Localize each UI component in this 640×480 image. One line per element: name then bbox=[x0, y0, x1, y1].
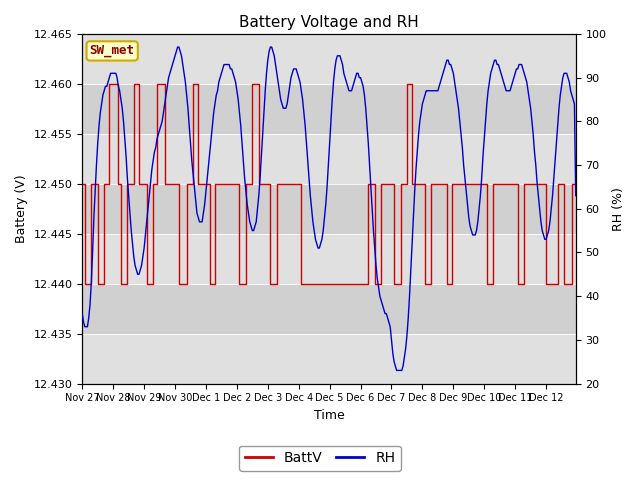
Bar bbox=[83, 284, 576, 334]
Bar bbox=[83, 184, 576, 234]
Y-axis label: RH (%): RH (%) bbox=[612, 187, 625, 231]
Bar bbox=[83, 234, 576, 284]
Bar bbox=[83, 84, 576, 134]
Legend: BattV, RH: BattV, RH bbox=[239, 445, 401, 471]
Bar bbox=[83, 134, 576, 184]
Y-axis label: Battery (V): Battery (V) bbox=[15, 174, 28, 243]
Text: SW_met: SW_met bbox=[90, 45, 134, 58]
Bar bbox=[83, 34, 576, 84]
Bar bbox=[83, 334, 576, 384]
X-axis label: Time: Time bbox=[314, 409, 344, 422]
Title: Battery Voltage and RH: Battery Voltage and RH bbox=[239, 15, 419, 30]
